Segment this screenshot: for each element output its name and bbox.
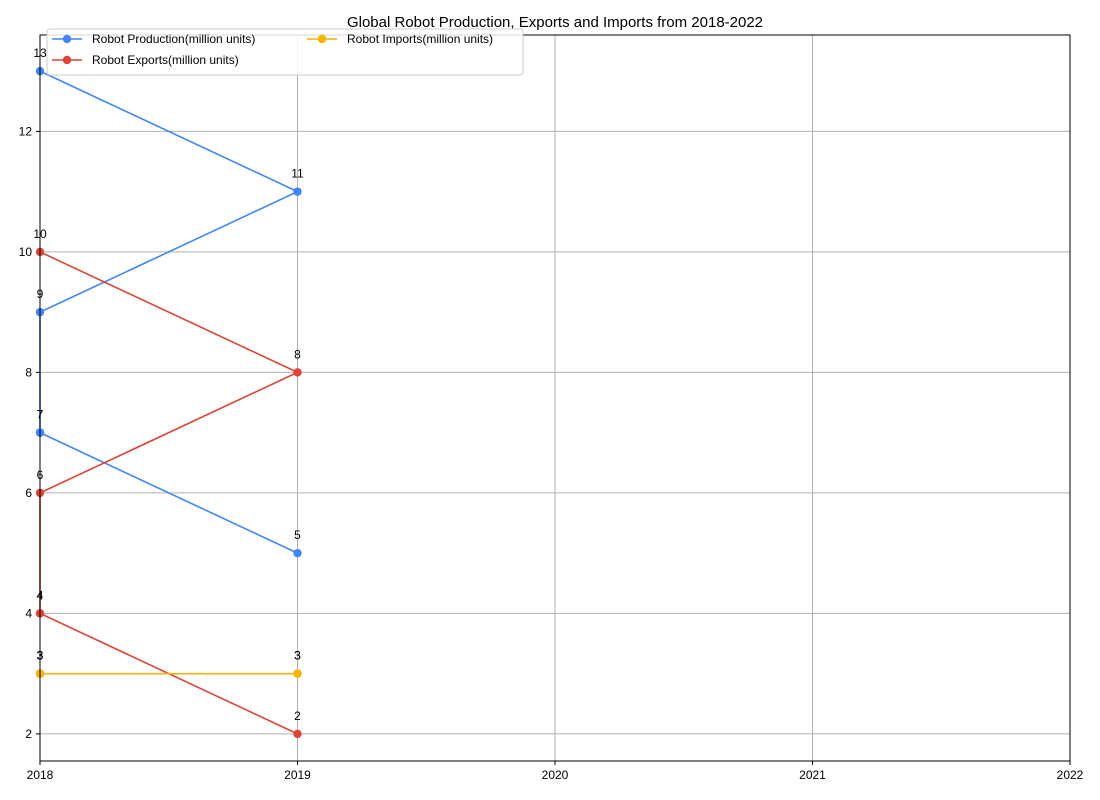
data-point	[293, 729, 302, 739]
legend-swatch-marker	[62, 55, 72, 65]
legend: Robot Production(million units) Robot Exp…	[46, 28, 524, 76]
data-point	[293, 548, 302, 558]
y-tick-label: 4	[25, 606, 32, 620]
y-tick-label: 12	[19, 124, 33, 138]
data-label: 8	[294, 347, 301, 361]
data-label: 5	[294, 528, 301, 542]
legend-box	[46, 28, 524, 76]
y-tick-label: 10	[19, 245, 33, 259]
legend-swatch-marker	[62, 34, 72, 44]
legend-swatch-marker	[317, 34, 327, 44]
data-label: 11	[291, 167, 304, 181]
legend-label: Robot Production(million units)	[92, 32, 255, 46]
data-point	[293, 669, 302, 678]
x-tick-label: 2020	[542, 768, 569, 782]
data-point	[293, 187, 302, 196]
data-label: 2	[294, 709, 301, 723]
legend-label: Robot Exports(million units)	[92, 53, 239, 67]
chart-title: Global Robot Production, Exports and Imp…	[347, 14, 763, 31]
data-label: 3	[294, 649, 301, 663]
legend-label: Robot Imports(million units)	[347, 32, 493, 46]
y-tick-label: 8	[25, 365, 32, 379]
x-tick-label: 2018	[27, 768, 54, 782]
x-tick-label: 2021	[799, 768, 826, 782]
data-label: 3	[294, 649, 301, 663]
axis-ticks: 2018 2019 2020 2021 2022 2 4 6 8 10 12	[19, 124, 1084, 782]
y-tick-label: 2	[25, 727, 32, 741]
y-tick-label: 6	[25, 486, 32, 500]
plot-frame	[39, 34, 1071, 762]
data-point	[293, 368, 302, 377]
x-tick-label: 2022	[1057, 768, 1084, 782]
x-tick-label: 2019	[284, 768, 311, 782]
